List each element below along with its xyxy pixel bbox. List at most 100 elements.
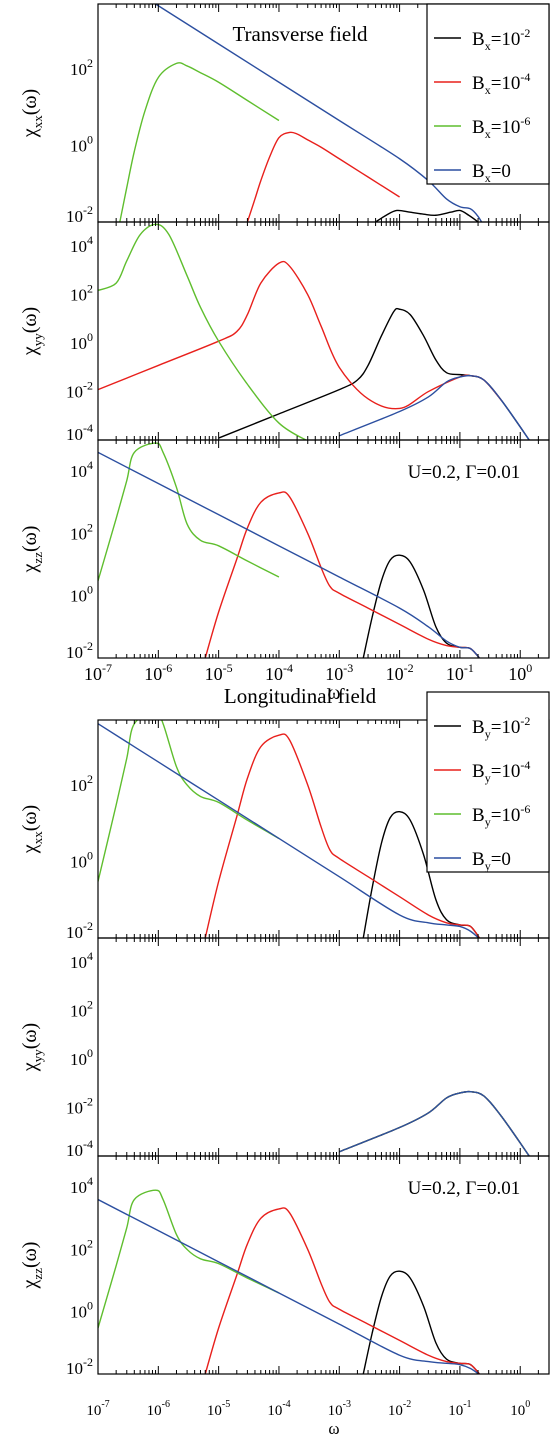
series-line-B=10^-6 — [98, 720, 280, 882]
y-tick-label: 10-2 — [66, 379, 93, 402]
y-tick-label: 100 — [70, 1046, 93, 1069]
y-tick-label: 104 — [70, 233, 93, 256]
y-tick-label: 102 — [70, 282, 93, 305]
panel-frame — [97, 1155, 550, 1375]
series-line-B=0 — [98, 723, 480, 938]
chart-2: 10-2100102χxx(ω)10-410-2100102104χyy(ω)1… — [19, 684, 550, 1438]
y-tick-label: 100 — [70, 133, 93, 156]
series-line-B=10^-6 — [98, 1189, 280, 1329]
x-tick-label: 10-7 — [84, 661, 112, 684]
y-tick-label: 10-4 — [66, 421, 93, 444]
annotation-text: U=0.2, Γ=0.01 — [408, 462, 521, 483]
x-tick-label: 10-3 — [328, 1399, 351, 1419]
panel-zz: 10-2 100 102 104 χzz(ω) U=0.2, Γ=0.01 — [19, 1155, 550, 1378]
y-tick-label: 102 — [70, 56, 93, 79]
y-tick-label: 104 — [70, 1174, 93, 1197]
series-line-B=0 — [339, 1090, 531, 1156]
legend: By=10-2 By=10-4 By=10-6 By=0 — [426, 691, 550, 873]
series-group — [98, 1189, 481, 1374]
legend-label: By=0 — [472, 849, 511, 873]
series-line-B=10^-4 — [204, 1207, 481, 1374]
chart-1: 10-2100102χxx(ω)10-410-2100102104χyy(ω)1… — [19, 3, 550, 704]
series-line-B=10^-2 — [362, 554, 481, 658]
legend-label: Bx=0 — [472, 161, 511, 185]
legend: Bx=10-2 Bx=10-4 Bx=10-6 Bx=0 — [426, 3, 550, 185]
series-line-B=10^-4 — [246, 131, 400, 222]
legend-label: Bx=10-4 — [472, 70, 530, 97]
legend-label: By=10-2 — [472, 714, 530, 741]
series-line-B=10^-4 — [204, 733, 481, 938]
x-tick-label: 10-5 — [205, 661, 233, 684]
series-line-B=10^-2 — [339, 1090, 531, 1156]
panel-yy: 10-4 10-2 100 102 104 χyy(ω) — [19, 221, 550, 444]
series-line-B=10^-6 — [119, 62, 280, 222]
legend-label: By=10-6 — [472, 802, 530, 829]
x-tick-label: 10-7 — [86, 1399, 109, 1419]
x-tick-label: 10-6 — [147, 1399, 170, 1419]
y-axis-label: χzz(ω) — [19, 526, 45, 574]
y-tick-label: 10-2 — [66, 203, 93, 226]
chart-title: Longitudinal field — [224, 684, 377, 708]
x-tick-label: 10-5 — [207, 1399, 230, 1419]
series-group — [98, 442, 481, 658]
panel-zz: 10-2 100 102 104 χzz(ω) U=0.2, Γ=0.01 — [19, 439, 550, 662]
x-tick-label: 100 — [508, 661, 532, 684]
legend-frame — [426, 691, 550, 873]
y-tick-label: 104 — [70, 458, 93, 481]
y-tick-label: 10-2 — [66, 1095, 93, 1118]
y-tick-label: 100 — [70, 1299, 93, 1322]
y-tick-label: 102 — [70, 520, 93, 543]
series-group — [98, 223, 531, 440]
y-tick-label: 104 — [70, 949, 93, 972]
x-tick-label: 10-2 — [386, 661, 414, 684]
annotation-text: U=0.2, Γ=0.01 — [408, 1178, 521, 1199]
series-line-B=10^-4 — [204, 491, 481, 658]
chart-title: Transverse field — [232, 22, 368, 46]
series-group — [339, 1090, 531, 1156]
y-axis-label: χxx(ω) — [19, 89, 45, 138]
x-axis-label: ω — [328, 1419, 339, 1438]
series-line-B=0 — [154, 4, 483, 222]
y-tick-label: 102 — [70, 772, 93, 795]
y-tick-label: 10-2 — [66, 1355, 93, 1378]
legend-label: Bx=10-2 — [472, 26, 530, 53]
y-tick-label: 100 — [70, 330, 93, 353]
legend-label: Bx=10-6 — [472, 114, 530, 141]
y-tick-label: 10-4 — [66, 1137, 93, 1160]
panel-frame — [97, 439, 550, 659]
x-tick-label: 10-2 — [388, 1399, 411, 1419]
series-line-B=10^-6 — [339, 1090, 531, 1156]
series-line-B=0 — [98, 451, 481, 658]
y-tick-label: 100 — [70, 849, 93, 872]
series-line-B=10^-6 — [98, 223, 308, 440]
y-axis-label: χzz(ω) — [19, 1242, 45, 1290]
x-tick-label: 10-6 — [144, 661, 172, 684]
series-line-B=10^-4 — [339, 1090, 531, 1156]
y-tick-label: 10-2 — [66, 919, 93, 942]
y-axis-label: χyy(ω) — [19, 1023, 45, 1072]
legend-label: By=10-4 — [472, 758, 530, 785]
y-tick-label: 102 — [70, 1236, 93, 1259]
series-group — [98, 720, 481, 938]
panel-yy: 10-4 10-2 100 102 104 χyy(ω) — [19, 937, 550, 1160]
series-line-B=10^-2 — [375, 209, 480, 222]
x-axis-label: ω — [327, 682, 340, 704]
y-tick-label: 100 — [70, 583, 93, 606]
x-tick-label: 10-4 — [265, 661, 293, 684]
x-tick-label: 100 — [510, 1399, 530, 1419]
y-tick-label: 102 — [70, 998, 93, 1021]
y-axis-label: χxx(ω) — [19, 805, 45, 854]
series-line-B=0 — [339, 374, 531, 440]
legend-frame — [426, 3, 550, 185]
series-line-B=10^-6 — [98, 442, 280, 582]
x-tick-label: 10-1 — [446, 661, 474, 684]
x-tick-label: 10-1 — [448, 1399, 471, 1419]
series-group — [119, 4, 483, 222]
x-tick-label: 10-4 — [267, 1399, 290, 1419]
y-tick-label: 10-2 — [66, 639, 93, 662]
panel-frame — [97, 937, 550, 1157]
x-tick-label: 10-3 — [325, 661, 353, 684]
y-axis-label: χyy(ω) — [19, 307, 45, 356]
series-line-B=10^-2 — [362, 1270, 481, 1374]
